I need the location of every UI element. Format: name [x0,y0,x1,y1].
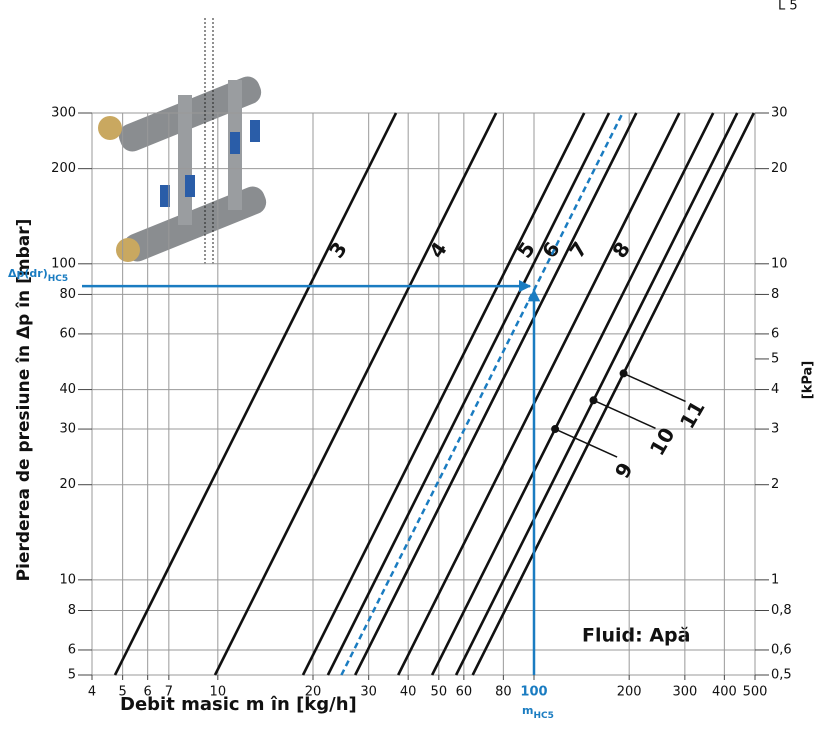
y-tick-label: 40 [59,382,76,397]
y2-tick-label: 3 [771,422,779,437]
y2-tick-label: 10 [771,256,788,271]
y-tick-label: 100 [51,256,76,271]
chart: L 5 [kPa] Pierderea de presiune în Δp în… [0,0,823,744]
leader-line [555,429,617,457]
x-tick-label: 80 [495,685,512,700]
y-tick-label: 10 [59,572,76,587]
y2-tick-label: 20 [771,161,788,176]
curve [456,113,737,675]
y-tick-label: 6 [68,642,76,657]
curve [473,113,754,675]
x-tick-label: 200 [617,685,642,700]
y-tick-label: 80 [59,287,76,302]
hc5-m-label-sub: HC5 [533,711,553,721]
curve-label: 7 [564,237,592,262]
x-tick-label: 7 [165,685,173,700]
y-tick-label: 20 [59,477,76,492]
y2-tick-label: 2 [771,477,779,492]
y-tick-label: 5 [68,668,76,683]
curve [432,113,713,675]
curve [328,113,609,675]
x-tick-label: 400 [712,685,737,700]
x-tick-label: 500 [743,685,768,700]
x-tick-label: 100 [520,685,547,700]
y-tick-label: 30 [59,422,76,437]
manifold-illustration [98,18,270,265]
x-tick-label: 5 [119,685,127,700]
curve-label: 4 [424,237,452,262]
curve-label: 9 [610,458,638,482]
curve [355,113,636,675]
curve [398,113,679,675]
fluid-annotation: Fluid: Apă [582,625,690,647]
y2-tick-label: 4 [771,382,779,397]
y2-tick-label: 0,8 [771,603,792,618]
leader-line [624,373,686,401]
x-tick-label: 4 [88,685,96,700]
corner-label: L 5 [778,0,798,14]
hc5-m-label-main: m [522,704,533,717]
curve [303,113,584,675]
x-tick-label: 30 [360,685,377,700]
x-tick-label: 6 [144,685,152,700]
y-tick-label: 60 [59,326,76,341]
y2-tick-label: 1 [771,572,779,587]
hc5-dp-label-main: Δp(dr) [8,267,48,280]
x-tick-label: 60 [456,685,473,700]
x-tick-label: 10 [210,685,227,700]
y-tick-label: 300 [51,106,76,121]
y2-tick-label: 6 [771,326,779,341]
hc5-dp-label-sub: HC5 [48,274,68,284]
y2-tick-label: 5 [771,351,779,366]
y2-tick-label: 0,6 [771,642,792,657]
curve-label: 6 [537,237,565,262]
y2-tick-label: 0,5 [771,668,792,683]
curve-label: 8 [607,237,635,262]
x-tick-label: 50 [431,685,448,700]
y2-tick-label: 30 [771,106,788,121]
dashed-line [341,113,622,675]
hc5-m-label: mHC5 [522,704,554,721]
x-tick-label: 300 [672,685,697,700]
y2-axis-label: [kPa] [801,361,816,399]
y2-tick-label: 8 [771,287,779,302]
x-tick-label: 20 [305,685,322,700]
y-tick-label: 8 [68,603,76,618]
x-tick-label: 40 [400,685,417,700]
y-tick-label: 200 [51,161,76,176]
curve-label: 11 [675,397,710,433]
curve-label: 3 [324,237,352,262]
